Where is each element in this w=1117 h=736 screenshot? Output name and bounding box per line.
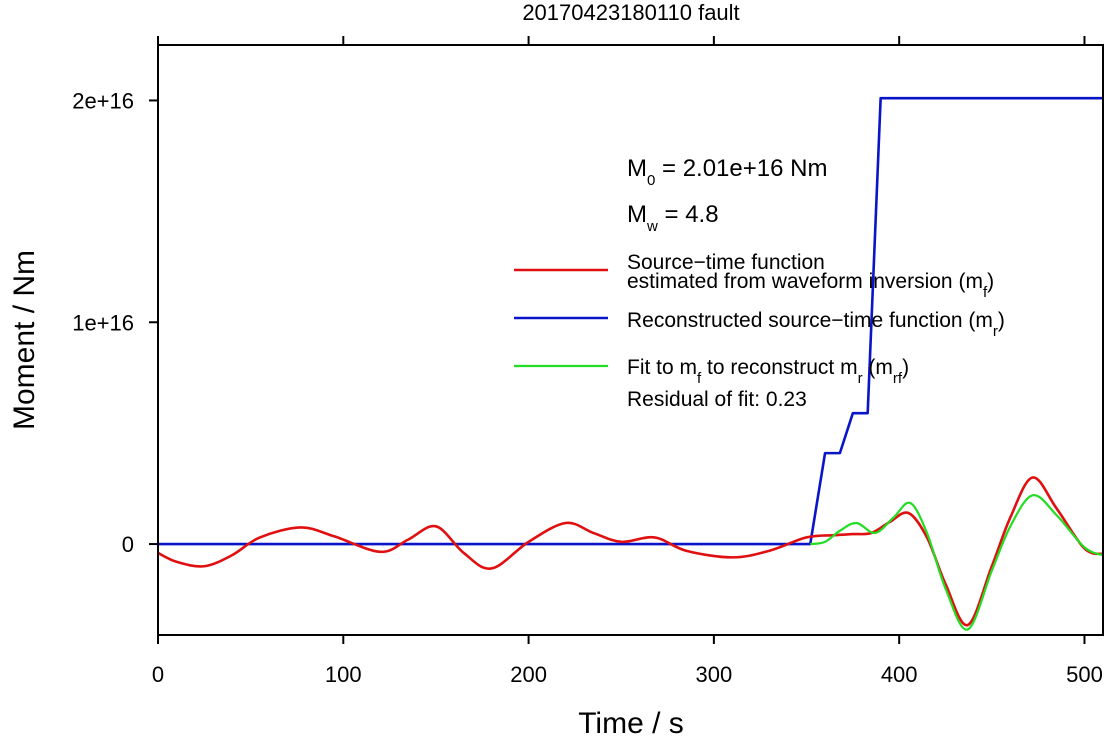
series-mr-line [158,96,1103,546]
chart-title: 20170423180110 fault [522,0,739,25]
x-tick-label: 400 [881,662,918,687]
series-layer [158,96,1103,631]
legend-entry-mrf: Fit to mf to reconstruct mr (mrf) [514,356,909,387]
legend-label: Reconstructed source−time function (mr) [627,309,1005,340]
x-tick-label: 300 [696,662,733,687]
legend-label: estimated from waveform inversion (mf) [627,270,994,301]
y-tick-label: 2e+16 [72,88,134,113]
moment-annotation: M0 = 2.01e+16 Nm [627,155,827,189]
x-tick-label: 0 [152,662,164,687]
axis-ticks: 0 100 200 300 400 500 0 1e+16 2e+16 [72,36,1103,687]
series-mrf-line [810,494,1103,631]
x-tick-label: 100 [325,662,362,687]
x-tick-label: 200 [510,662,547,687]
x-axis-label: Time / s [578,707,684,736]
y-axis-label: Moment / Nm [8,250,41,430]
legend-label: Fit to mf to reconstruct mr (mrf) [627,356,909,387]
legend-entry-mr: Reconstructed source−time function (mr) [514,309,1005,340]
plot-frame [157,44,1104,636]
residual-annotation: Residual of fit: 0.23 [627,388,807,411]
y-tick-label: 0 [122,532,134,557]
plot-border [157,44,1104,636]
magnitude-annotation: Mw = 4.8 [627,201,719,235]
series-mf-line [158,476,1103,627]
annotations: M0 = 2.01e+16 Nm Mw = 4.8 Residual of fit:… [627,155,827,411]
y-tick-label: 1e+16 [72,310,134,335]
x-tick-label: 500 [1066,662,1103,687]
legend-label: Source−time function [627,251,825,274]
